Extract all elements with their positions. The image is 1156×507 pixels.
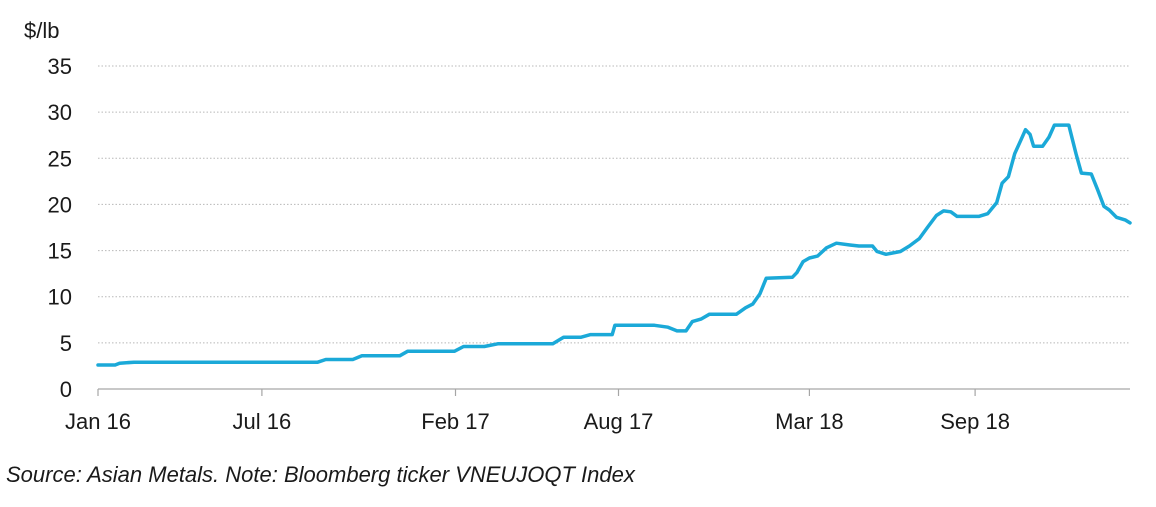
x-axis: Jan 16 Jul 16 Feb 17 Aug 17 Mar 18 Sep 18 bbox=[65, 388, 1130, 434]
gridlines bbox=[98, 65, 1130, 344]
x-tick-label: Aug 17 bbox=[584, 409, 654, 434]
y-tick-label: 25 bbox=[48, 146, 72, 171]
y-tick-label: 5 bbox=[60, 331, 72, 356]
y-tick-label: 15 bbox=[48, 239, 72, 264]
x-tick-label: Jan 16 bbox=[65, 409, 131, 434]
y-tick-label: 30 bbox=[48, 100, 72, 125]
series-layer bbox=[96, 123, 1132, 367]
y-tick-label: 20 bbox=[48, 192, 72, 217]
x-tick-label: Sep 18 bbox=[940, 409, 1010, 434]
y-tick-label: 0 bbox=[60, 377, 72, 402]
y-axis-unit-label: $/lb bbox=[24, 18, 59, 43]
source-note: Source: Asian Metals. Note: Bloomberg ti… bbox=[6, 462, 635, 487]
x-tick-label: Jul 16 bbox=[233, 409, 292, 434]
x-tick-label: Mar 18 bbox=[775, 409, 843, 434]
y-axis-ticks: 0 5 10 15 20 25 30 35 bbox=[48, 54, 72, 402]
y-tick-label: 10 bbox=[48, 285, 72, 310]
x-tick-label: Feb 17 bbox=[421, 409, 490, 434]
y-tick-label: 35 bbox=[48, 54, 72, 79]
series-line bbox=[96, 123, 1132, 367]
